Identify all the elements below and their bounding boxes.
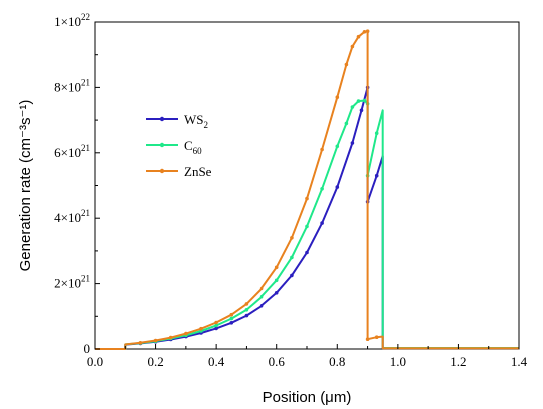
data-point-znse (214, 320, 218, 325)
x-tick-label: 1.2 (450, 354, 466, 369)
data-point-znse (168, 335, 173, 340)
data-point-znse (199, 326, 203, 331)
data-point-znse (374, 335, 379, 340)
y-tick-label: 1×1022 (54, 12, 90, 29)
data-point-znse (184, 331, 188, 336)
x-tick-label: 1.0 (390, 354, 406, 369)
data-point-znse (320, 147, 324, 152)
data-point-znse (365, 29, 370, 33)
data-point-ws2 (335, 185, 340, 189)
data-point-znse (362, 30, 367, 34)
legend-marker-ws2 (159, 116, 165, 122)
data-point-c60 (259, 294, 264, 299)
y-tick-label: 6×1021 (54, 143, 90, 160)
data-point-znse (259, 286, 264, 291)
data-point-c60 (229, 316, 234, 321)
legend-label-c60: C60 (184, 138, 202, 156)
data-point-znse (229, 312, 234, 317)
x-tick-label: 1.4 (511, 354, 528, 369)
data-point-znse (138, 341, 143, 345)
data-point-c60 (214, 323, 218, 328)
data-point-ws2 (214, 326, 218, 331)
legend-marker-znse (159, 168, 165, 174)
data-point-c60 (335, 144, 340, 149)
data-point-znse (290, 236, 294, 240)
data-point-c60 (274, 278, 279, 283)
data-point-ws2 (320, 221, 324, 225)
data-point-znse (350, 44, 355, 49)
data-point-c60 (356, 99, 361, 103)
data-point-ws2 (374, 173, 379, 178)
legend: WS2 C60 ZnSe (146, 112, 212, 179)
plot-frame (94, 21, 520, 350)
axis-ticks: 0.0 0.2 0.4 0.6 0.8 1.0 1.2 1.4 0 2×1021 4×1021 6×1… (54, 12, 527, 369)
series-line-ws2 (95, 86, 519, 350)
series-layer (95, 29, 519, 350)
x-tick-label: 0.4 (208, 354, 225, 369)
data-point-znse (356, 34, 361, 39)
x-tick-label: 0.6 (269, 354, 286, 369)
series-line-znse (95, 30, 519, 350)
x-tick-label: 0.8 (329, 354, 345, 369)
y-tick-label: 4×1021 (54, 208, 90, 225)
data-point-znse (274, 265, 279, 270)
data-point-znse (335, 95, 340, 99)
x-axis-title: Position (μm) (263, 389, 352, 406)
data-point-c60 (362, 98, 367, 103)
data-point-znse (365, 337, 370, 342)
data-point-c60 (350, 105, 355, 109)
data-point-znse (153, 338, 158, 343)
data-point-ws2 (274, 291, 279, 295)
data-point-ws2 (350, 141, 355, 145)
plot-area (94, 21, 520, 350)
y-tick-label: 8×1021 (54, 77, 90, 94)
data-point-ws2 (259, 304, 264, 308)
data-point-c60 (244, 308, 249, 312)
data-point-c60 (374, 131, 379, 135)
data-point-znse (305, 196, 309, 201)
data-point-c60 (320, 187, 324, 191)
legend-label-ws2: WS2 (184, 112, 208, 130)
x-tick-label: 0.2 (147, 354, 163, 369)
legend-marker-c60 (159, 142, 165, 148)
data-point-c60 (305, 224, 309, 229)
x-tick-label: 0.0 (87, 354, 103, 369)
data-point-c60 (290, 255, 294, 260)
y-tick-label: 0 (84, 341, 91, 356)
legend-label-znse: ZnSe (184, 164, 212, 179)
data-point-ws2 (359, 108, 364, 113)
data-point-znse (244, 302, 249, 306)
y-tick-label: 2×1021 (54, 274, 90, 291)
data-point-c60 (344, 121, 349, 126)
data-point-ws2 (229, 321, 234, 325)
data-point-ws2 (290, 273, 294, 278)
data-point-ws2 (305, 250, 309, 255)
data-point-znse (344, 62, 349, 67)
y-axis-title: Generation rate (cm⁻³s⁻¹) (17, 100, 34, 272)
data-point-ws2 (244, 313, 249, 318)
